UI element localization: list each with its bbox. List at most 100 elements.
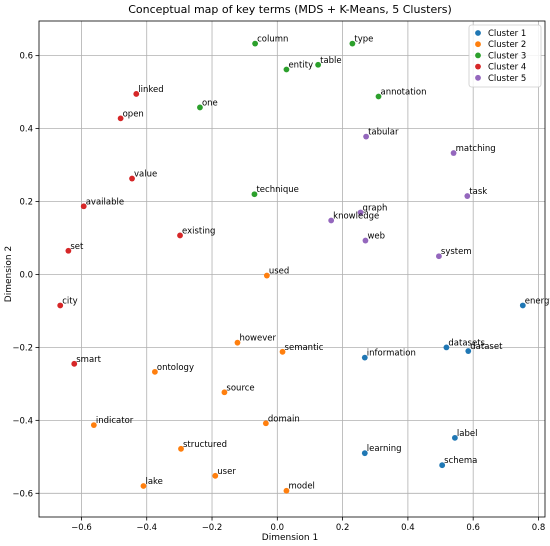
point-label-one: one	[202, 98, 218, 108]
point-label-structured: structured	[183, 440, 227, 450]
scatter-point-technique	[251, 191, 258, 198]
scatter-point-knowledge	[328, 217, 335, 224]
legend-marker	[475, 52, 481, 59]
point-label-system: system	[441, 247, 472, 257]
point-label-type: type	[354, 35, 373, 45]
point-label-existing: existing	[182, 226, 215, 236]
y-tick-label: −0.2	[12, 343, 33, 353]
point-label-set: set	[70, 242, 84, 252]
scatter-point-system	[436, 253, 442, 260]
scatter-point-one	[197, 104, 203, 111]
y-tick-label: 0.0	[19, 270, 33, 280]
point-label-smart: smart	[76, 355, 101, 365]
point-label-used: used	[269, 267, 289, 277]
point-label-dataset: dataset	[470, 342, 503, 352]
point-label-matching: matching	[456, 144, 496, 154]
gridlines	[39, 21, 545, 517]
point-label-web: web	[367, 232, 385, 242]
scatter-point-lake	[140, 483, 147, 489]
x-tick-label: 0.0	[271, 523, 285, 533]
scatter-point-structured	[178, 445, 184, 452]
point-label-schema: schema	[444, 456, 477, 466]
scatter-point-schema	[439, 462, 446, 469]
x-axis-ticks: −0.6 −0.4 −0.2 0.0 0.2 0.4 0.6 0.8	[71, 517, 545, 533]
point-label-source: source	[226, 383, 254, 393]
point-label-semantic: semantic	[285, 343, 324, 353]
scatter-point-dataset	[465, 348, 472, 354]
legend-entry: Cluster 2	[488, 40, 526, 50]
scatter-point-model	[283, 487, 290, 494]
legend-marker	[475, 30, 481, 36]
point-label-however: however	[239, 334, 276, 344]
y-tick-label: −0.4	[12, 416, 33, 426]
scatter-point-semantic	[279, 348, 286, 355]
scatter-point-used	[263, 272, 270, 279]
y-axis-ticks: −0.6 −0.4 −0.2 0.0 0.2 0.4 0.6	[12, 52, 39, 499]
scatter-point-energy	[519, 302, 526, 309]
point-label-energy: energy	[525, 296, 550, 306]
legend-entry: Cluster 3	[488, 51, 526, 61]
scatter-point-task	[464, 193, 471, 199]
point-label-ontology: ontology	[157, 363, 194, 373]
legend-entry: Cluster 5	[488, 74, 526, 84]
scatter-point-graph	[357, 209, 364, 216]
scatter-point-annotation	[375, 93, 382, 100]
scatter-point-tabular	[363, 133, 370, 140]
point-label-datasets: datasets	[448, 338, 485, 348]
chart-title: Conceptual map of key terms (MDS + K-Mea…	[128, 3, 452, 16]
legend-marker	[475, 74, 481, 81]
point-label-value: value	[134, 170, 157, 180]
point-label-task: task	[469, 187, 487, 197]
point-label-learning: learning	[367, 444, 402, 454]
point-label-domain: domain	[268, 414, 300, 424]
point-label-open: open	[123, 109, 144, 119]
point-label-model: model	[288, 482, 314, 492]
scatter-point-user	[212, 472, 219, 479]
scatter-point-available	[80, 203, 87, 210]
point-label-information: information	[367, 349, 416, 359]
series-2: used however semantic ontology source indicat…	[90, 267, 324, 494]
point-label-user: user	[217, 467, 236, 477]
plot-area	[38, 20, 546, 518]
scatter-point-label	[451, 434, 458, 441]
y-tick-label: 0.2	[19, 198, 33, 208]
x-tick-label: 0.4	[401, 523, 415, 533]
point-label-column: column	[257, 35, 288, 45]
scatter-point-matching	[450, 150, 457, 156]
series-4: linked open value available existing set city s…	[57, 85, 215, 367]
legend-box	[468, 24, 542, 88]
scatter-point-city	[57, 302, 64, 309]
scatter-point-web	[362, 237, 369, 244]
point-label-entity: entity	[288, 61, 313, 71]
y-tick-label: 0.4	[19, 125, 33, 135]
point-label-graph: graph	[363, 203, 388, 213]
scatter-point-open	[117, 115, 124, 122]
legend-marker	[475, 63, 481, 70]
series-3: column type entity table annotation one techni…	[197, 35, 427, 198]
scatter-point-smart	[71, 360, 78, 367]
scatter-point-domain	[262, 420, 269, 427]
scatter-point-indicator	[90, 422, 97, 428]
scatter-point-table	[315, 61, 322, 68]
scatter-point-value	[129, 175, 135, 182]
point-label-linked: linked	[138, 85, 163, 95]
x-tick-label: −0.4	[136, 523, 157, 533]
scatter-point-datasets	[443, 344, 450, 351]
point-label-tabular: tabular	[368, 128, 399, 138]
scatter-point-set	[65, 247, 72, 254]
x-tick-label: −0.2	[202, 523, 223, 533]
scatter-point-source	[221, 389, 228, 396]
point-label-technique: technique	[256, 185, 298, 195]
scatter-point-existing	[177, 232, 183, 239]
x-tick-label: −0.6	[71, 523, 92, 533]
scatter-point-information	[361, 354, 368, 361]
x-tick-label: 0.6	[466, 523, 480, 533]
scatter-point-linked	[133, 91, 140, 97]
point-label-annotation: annotation	[381, 87, 427, 97]
scatter-point-however	[234, 339, 241, 346]
